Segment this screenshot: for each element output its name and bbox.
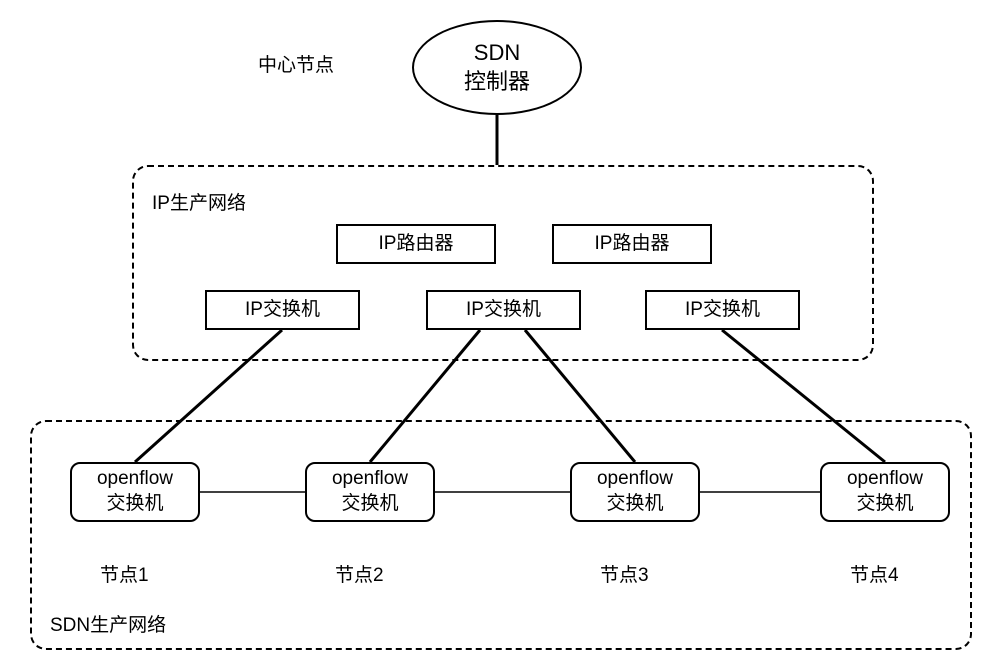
of1-line1: openflow bbox=[97, 468, 173, 489]
of1-line2: 交换机 bbox=[106, 493, 163, 514]
of3-line1: openflow bbox=[597, 468, 673, 489]
ip-switch-2: IP交换机 bbox=[426, 290, 581, 330]
sdn-network-container bbox=[30, 420, 972, 650]
openflow-switch-2: openflow 交换机 bbox=[305, 462, 435, 522]
of2-line2: 交换机 bbox=[341, 493, 398, 514]
ip-router-1: IP路由器 bbox=[336, 224, 496, 264]
node4-label: 节点4 bbox=[850, 560, 899, 587]
ip-switch-2-label: IP交换机 bbox=[466, 298, 541, 323]
sdn-controller-node: SDN 控制器 bbox=[412, 20, 582, 115]
ip-switch-1-label: IP交换机 bbox=[245, 298, 320, 323]
of3-line2: 交换机 bbox=[606, 493, 663, 514]
of4-line2: 交换机 bbox=[856, 493, 913, 514]
ip-switch-3-label: IP交换机 bbox=[685, 298, 760, 323]
openflow-switch-3: openflow 交换机 bbox=[570, 462, 700, 522]
sdn-network-label: SDN生产网络 bbox=[50, 610, 166, 637]
ip-network-label: IP生产网络 bbox=[152, 188, 246, 215]
node2-label: 节点2 bbox=[335, 560, 384, 587]
sdn-controller-line1: SDN bbox=[474, 40, 520, 65]
node3-label: 节点3 bbox=[600, 560, 649, 587]
sdn-controller-line2: 控制器 bbox=[464, 69, 530, 94]
center-node-label: 中心节点 bbox=[258, 50, 334, 77]
of4-line1: openflow bbox=[847, 468, 923, 489]
ip-router-2: IP路由器 bbox=[552, 224, 712, 264]
node1-label: 节点1 bbox=[100, 560, 149, 587]
ip-switch-1: IP交换机 bbox=[205, 290, 360, 330]
openflow-switch-4: openflow 交换机 bbox=[820, 462, 950, 522]
ip-switch-3: IP交换机 bbox=[645, 290, 800, 330]
ip-router-1-label: IP路由器 bbox=[379, 232, 454, 257]
of2-line1: openflow bbox=[332, 468, 408, 489]
ip-router-2-label: IP路由器 bbox=[595, 232, 670, 257]
openflow-switch-1: openflow 交换机 bbox=[70, 462, 200, 522]
